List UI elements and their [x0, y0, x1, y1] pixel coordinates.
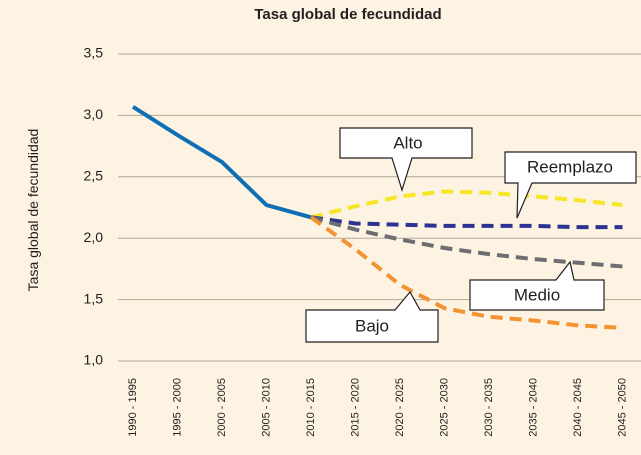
x-tick-label: 2035 - 2040	[527, 378, 539, 437]
callout-label: Reemplazo	[527, 157, 613, 176]
x-tick-label: 2010 - 2015	[305, 378, 317, 437]
series-line	[309, 215, 623, 330]
x-tick-label: 1995 - 2000	[171, 378, 183, 437]
callout-label: Medio	[514, 285, 560, 304]
callout-label: Alto	[393, 133, 422, 152]
y-tick-label: 1,0	[84, 352, 104, 368]
callout: Medio	[469, 260, 605, 311]
series-line	[310, 189, 623, 220]
x-tick-label: 2040 - 2045	[572, 378, 584, 437]
y-tick-label: 2,5	[84, 168, 104, 184]
x-tick-label: 2020 - 2025	[394, 378, 406, 437]
y-axis-label: Tasa global de fecundidad	[25, 129, 41, 292]
y-tick-label: 3,0	[84, 106, 104, 122]
x-tick-label: 2015 - 2020	[349, 378, 361, 437]
y-tick-label: 3,5	[84, 45, 104, 61]
series-line	[131, 105, 312, 220]
series-line	[310, 215, 623, 269]
x-tick-label: 2045 - 2050	[616, 378, 628, 437]
x-tick-label: 2005 - 2010	[260, 378, 272, 437]
x-tick-label: 2000 - 2005	[216, 378, 228, 437]
chart-title: Tasa global de fecundidad	[254, 6, 441, 23]
callouts: Alto Reemplazo Medio Bajo	[305, 127, 637, 343]
callout: Bajo	[305, 290, 439, 343]
x-tick-label: 2030 - 2035	[483, 378, 495, 437]
x-tick-label: 1990 - 1995	[127, 378, 139, 437]
series-line	[310, 215, 623, 230]
y-tick-label: 2,0	[84, 229, 104, 245]
callout: Reemplazo	[504, 151, 637, 219]
x-tick-label: 2025 - 2030	[438, 378, 450, 437]
callout-label: Bajo	[355, 316, 389, 335]
y-tick-label: 1,5	[84, 290, 104, 306]
callout: Alto	[339, 127, 473, 193]
